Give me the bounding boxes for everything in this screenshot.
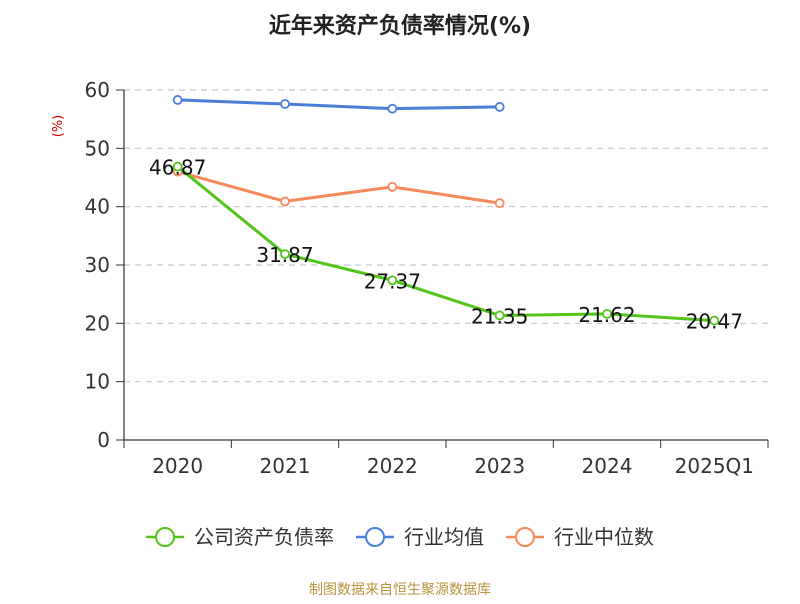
data-label: 31.87 xyxy=(256,243,313,267)
series-point xyxy=(172,95,183,105)
data-label: 21.35 xyxy=(471,304,528,328)
legend-label: 公司资产负债率 xyxy=(194,525,334,549)
data-label: 27.37 xyxy=(364,269,421,293)
y-tick-label: 50 xyxy=(85,136,110,160)
legend-item: 行业中位数 xyxy=(506,525,654,549)
series-point xyxy=(602,308,612,319)
y-tick-label: 20 xyxy=(85,311,110,335)
series-point xyxy=(387,181,398,192)
x-tick-label: 2023 xyxy=(474,454,525,478)
legend-item: 公司资产负债率 xyxy=(146,525,334,549)
data-label: 46.87 xyxy=(149,156,206,180)
series-point xyxy=(387,275,398,286)
legend-label: 行业中位数 xyxy=(554,525,654,549)
data-label: 21.62 xyxy=(578,303,635,327)
series-point xyxy=(709,315,720,326)
source-note: 制图数据来自恒生聚源数据库 xyxy=(309,582,491,598)
y-tick-label: 30 xyxy=(85,253,110,277)
series-point xyxy=(280,99,290,109)
series-line xyxy=(176,165,716,323)
y-tick-label: 60 xyxy=(85,78,110,102)
series-point xyxy=(280,196,290,207)
y-tick-label: 40 xyxy=(85,195,110,219)
series-point xyxy=(494,310,505,321)
y-axis-label: (%) xyxy=(51,115,66,138)
series-point xyxy=(494,102,505,112)
legend-label: 行业均值 xyxy=(404,525,484,549)
legend: 公司资产负债率 行业均值 行业中位数 xyxy=(146,525,654,549)
legend-marker-icon xyxy=(155,527,175,547)
y-tick-label: 10 xyxy=(85,370,110,394)
series-point xyxy=(172,161,183,172)
series-point xyxy=(280,249,290,259)
chart-title: 近年来资产负债率情况(%) xyxy=(269,13,531,39)
data-label: 20.47 xyxy=(686,310,743,334)
x-tick-label: 2024 xyxy=(582,454,633,478)
series-line xyxy=(176,98,502,111)
series-point xyxy=(387,103,398,114)
x-tick-label: 2022 xyxy=(367,454,418,478)
label-layer: 46.87 31.87 27.37 21.35 21.62 20.47 xyxy=(149,156,743,334)
legend-marker-icon xyxy=(515,527,535,547)
series-point xyxy=(494,198,505,209)
legend-item: 行业均值 xyxy=(356,525,484,549)
series-layer xyxy=(172,95,720,326)
axis-layer: 0 10 20 30 40 50 60 2020 2021 2022 2023 2024 2025Q1 xyxy=(85,78,769,478)
grid-layer xyxy=(124,89,768,383)
x-tick-label: 2021 xyxy=(260,454,311,478)
x-tick-label: 2020 xyxy=(152,454,203,478)
legend-marker-icon xyxy=(365,527,385,547)
y-tick-label: 0 xyxy=(97,428,110,452)
series-line xyxy=(176,170,502,205)
x-tick-label: 2025Q1 xyxy=(675,454,754,478)
